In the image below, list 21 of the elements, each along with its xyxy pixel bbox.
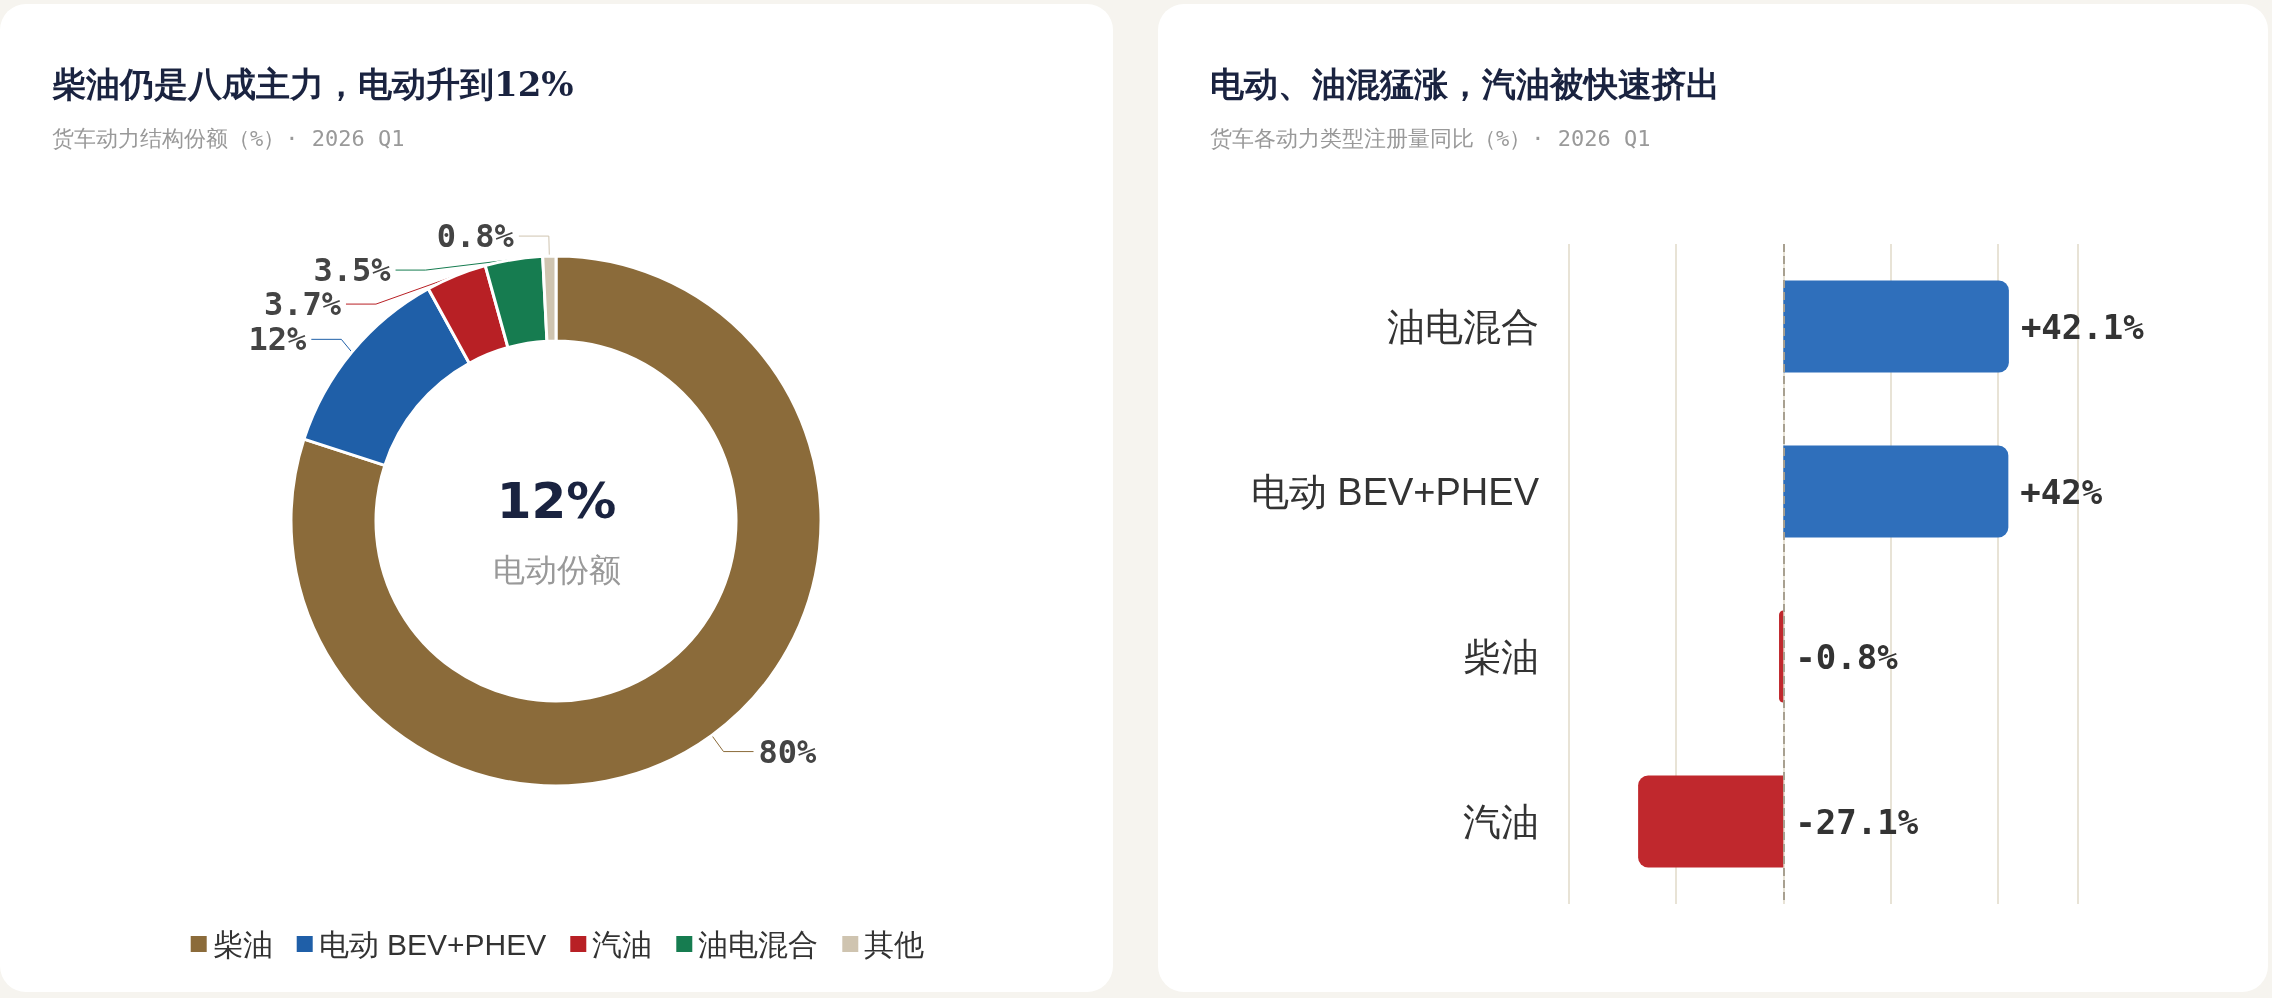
legend-label: 汽油: [592, 927, 653, 961]
legend-label: 电动 BEV+PHEV: [318, 927, 547, 961]
y-tick-label: 柴油: [1463, 635, 1539, 678]
data-label: 0.8%: [436, 217, 515, 256]
data-label: -0.8%: [1795, 636, 1899, 677]
data-label: -27.1%: [1795, 801, 1919, 842]
chart-subtitle: 货车动力结构份额（%）· 2026 Q1: [52, 125, 405, 153]
legend-label: 油电混合: [698, 927, 819, 961]
legend-label: 其他: [864, 927, 925, 961]
legend-label: 柴油: [212, 927, 273, 961]
y-tick-label: 汽油: [1463, 800, 1539, 843]
text: 电动份额: [492, 551, 621, 589]
y-tick-label: 油电混合: [1387, 305, 1539, 348]
data-label: +42.1%: [2020, 306, 2145, 347]
y-tick-label: 电动 BEV+PHEV: [1250, 470, 1540, 513]
chart-title: 电动、油混猛涨，汽油被快速挤出: [1210, 63, 1720, 106]
chart-subtitle: 货车各动力类型注册量同比（%）· 2026 Q1: [1210, 125, 1651, 153]
data-label: +42%: [2020, 471, 2103, 512]
data-label: 80%: [758, 732, 818, 771]
text: 12%: [496, 472, 617, 530]
chart-title: 柴油仍是八成主力，电动升到12%: [52, 63, 574, 106]
